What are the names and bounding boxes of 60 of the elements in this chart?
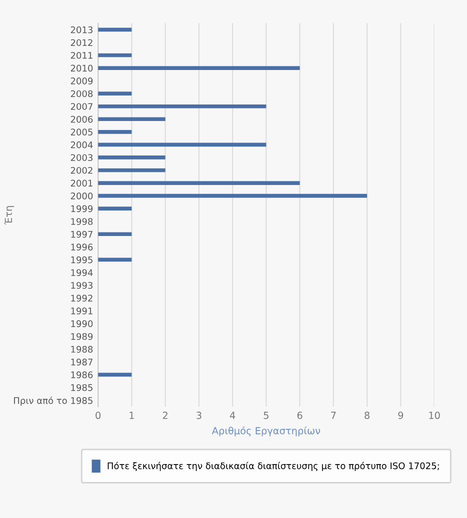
x-tick-label: 1 bbox=[130, 412, 134, 419]
bar bbox=[98, 104, 266, 108]
x-tick-label: 3 bbox=[196, 412, 202, 420]
y-tick-label: 1998 bbox=[71, 218, 93, 225]
bar bbox=[98, 232, 132, 236]
y-tick-label: 2008 bbox=[70, 90, 93, 98]
y-tick-label: 2005 bbox=[70, 128, 92, 136]
y-tick-label: 2013 bbox=[70, 26, 92, 34]
x-tick-label: 4 bbox=[230, 412, 236, 419]
y-tick-label: 1990 bbox=[71, 320, 93, 328]
x-tick-label: 10 bbox=[429, 412, 440, 420]
x-tick-label: 0 bbox=[96, 412, 101, 420]
y-tick-label: 1991 bbox=[71, 308, 92, 314]
y-tick-label: 2001 bbox=[70, 180, 92, 187]
bar bbox=[98, 92, 132, 96]
x-tick-label: 2 bbox=[162, 412, 168, 419]
y-tick-label: 1992 bbox=[71, 294, 92, 302]
x-tick-label: 5 bbox=[264, 412, 268, 420]
y-tick-label: 2002 bbox=[70, 166, 92, 174]
y-tick-label: 2003 bbox=[70, 154, 92, 162]
bar bbox=[98, 66, 300, 70]
bar bbox=[98, 168, 166, 172]
x-tick-label: 6 bbox=[297, 412, 302, 420]
y-tick-label: 1997 bbox=[71, 230, 92, 238]
y-tick-label: 2007 bbox=[70, 103, 92, 110]
bar bbox=[98, 206, 132, 210]
y-tick-label: 1993 bbox=[71, 282, 92, 289]
x-tick-label: 8 bbox=[364, 412, 370, 420]
bar bbox=[98, 372, 132, 377]
x-axis-title: Αριθμός Εργαστηρίων bbox=[212, 426, 320, 436]
y-tick-label: 2009 bbox=[70, 78, 93, 84]
bar bbox=[98, 258, 132, 262]
y-tick-label: 1995 bbox=[71, 256, 92, 264]
y-tick-label: 1986 bbox=[71, 371, 93, 378]
bar bbox=[98, 181, 300, 185]
y-tick-label: 2012 bbox=[70, 39, 92, 46]
y-tick-label: 2000 bbox=[70, 192, 93, 200]
y-tick-label: 1987 bbox=[71, 358, 92, 366]
legend-label: Πότε ξεκινήσατε την διαδικασία διαπίστευσης με το πρότυπο ISO 17025; bbox=[108, 462, 439, 471]
y-tick-label: 1994 bbox=[71, 269, 93, 276]
y-tick-label: 2010 bbox=[70, 64, 93, 72]
y-tick-label: 2006 bbox=[70, 116, 93, 123]
bar bbox=[98, 130, 132, 134]
y-tick-label: 1988 bbox=[71, 346, 93, 353]
bar bbox=[98, 28, 132, 32]
y-tick-label: 2011 bbox=[70, 52, 92, 59]
bar bbox=[98, 142, 266, 147]
bar bbox=[98, 117, 166, 122]
y-tick-label: 1999 bbox=[71, 205, 93, 212]
y-tick-label: 1985 bbox=[71, 384, 92, 392]
y-tick-label: 1996 bbox=[71, 244, 93, 250]
bar bbox=[98, 53, 132, 58]
y-tick-label: 1989 bbox=[71, 333, 93, 340]
x-tick-label: 9 bbox=[398, 412, 404, 420]
x-tick-label: 7 bbox=[331, 412, 336, 419]
bar bbox=[98, 156, 166, 160]
y-tick-label: Πριν από το 1985 bbox=[14, 396, 92, 406]
y-axis-title: Έτη bbox=[4, 206, 14, 225]
y-tick-label: 2004 bbox=[70, 141, 93, 148]
bar bbox=[98, 194, 368, 198]
